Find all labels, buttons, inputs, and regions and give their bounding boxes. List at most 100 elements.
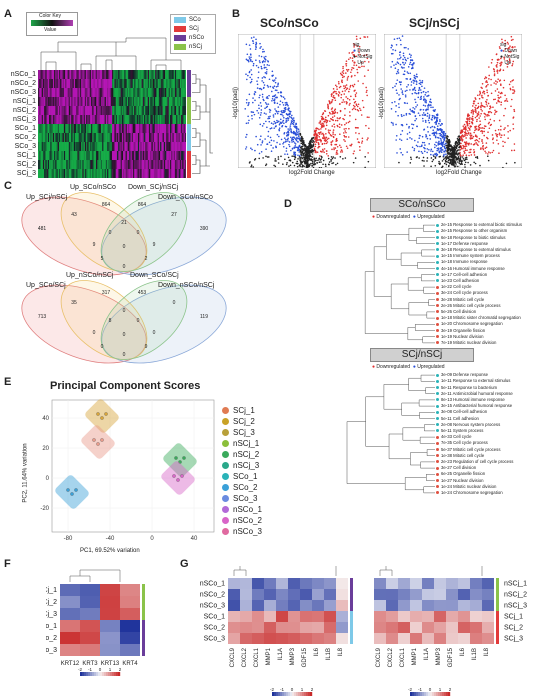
volcano-point	[500, 103, 502, 106]
heatmap-a-cell	[109, 70, 112, 80]
heatmap-a-cell	[155, 70, 157, 80]
heatmap-a-cell	[49, 133, 51, 143]
heatmap-a-cell	[129, 106, 131, 116]
heatmap-a-cell	[105, 124, 108, 134]
heatmap-a-cell	[182, 142, 184, 152]
volcano-point	[489, 106, 492, 109]
heatmap-a-cell	[91, 142, 93, 152]
volcano-point	[322, 150, 324, 152]
heatmap-a-cell	[120, 169, 123, 178]
scale-bar-segment	[294, 692, 297, 696]
volcano-point	[332, 94, 335, 97]
volcano-point	[445, 136, 448, 139]
volcano-point	[487, 83, 489, 86]
heatmap-a-cell	[38, 79, 40, 89]
heatmap-a-cell	[139, 97, 141, 107]
volcano-point	[348, 99, 351, 101]
pca-legend-item: SCo_2	[222, 483, 257, 492]
heatmap-col-label: MMP3	[290, 647, 296, 665]
volcano-point	[351, 60, 354, 62]
volcano-point	[483, 92, 486, 95]
volcano-1-legend-notsig: NotSig	[357, 54, 373, 60]
volcano-point	[481, 87, 483, 89]
volcano-point	[289, 164, 292, 167]
volcano-point	[318, 167, 321, 168]
volcano-point	[423, 128, 426, 131]
volcano-point	[264, 164, 267, 167]
volcano-point	[250, 80, 253, 83]
heatmap-a-cell	[167, 133, 170, 143]
heatmap-a-cell	[46, 133, 49, 143]
volcano-point	[264, 76, 266, 79]
volcano-point	[351, 52, 353, 54]
volcano-point	[249, 59, 252, 61]
volcano-point	[309, 142, 312, 145]
heatmap-a-cell	[182, 169, 184, 178]
volcano-point	[291, 114, 293, 117]
volcano-point	[270, 150, 273, 153]
volcano-point	[439, 119, 441, 121]
volcano-point	[512, 117, 515, 119]
volcano-point	[330, 95, 333, 97]
go-dendrogram-branch	[408, 302, 429, 316]
volcano-point	[425, 109, 427, 112]
volcano-point	[366, 116, 369, 118]
volcano-point	[278, 135, 280, 138]
volcano-point	[346, 97, 349, 100]
heatmap-a-cell	[167, 106, 170, 116]
heatmap-a-cell	[145, 97, 147, 107]
heatmap-a-cell	[132, 151, 135, 161]
volcano-point	[509, 45, 511, 47]
pca-point	[70, 492, 74, 496]
volcano-point	[406, 86, 408, 88]
pca-xtick: -40	[106, 536, 115, 542]
heatmap-a-cell	[62, 133, 65, 143]
go-term-label: 1e-19 Nuclear division	[441, 333, 484, 339]
heatmap-a-cell	[158, 133, 161, 143]
volcano-point	[497, 94, 499, 97]
heatmap-row-label: nSCo_1	[46, 623, 57, 630]
heatmap-a-cell	[153, 70, 156, 80]
heatmap-a-cell	[166, 151, 168, 161]
volcano-point	[311, 149, 314, 152]
heatmap-a-cell	[160, 70, 162, 80]
heatmap-a-cell	[60, 106, 62, 116]
heatmap-a-cell	[177, 88, 179, 98]
volcano-point	[422, 108, 425, 111]
volcano-point	[444, 161, 447, 163]
volcano-point	[390, 108, 393, 110]
heatmap-cell	[252, 611, 264, 622]
heatmap-a-cell	[146, 169, 149, 178]
go-term: 1e-11 Response to external stimulus	[436, 378, 510, 384]
volcano-point	[301, 141, 304, 144]
volcano-point	[363, 75, 366, 77]
volcano-point	[331, 125, 334, 127]
volcano-point	[322, 135, 325, 137]
heatmap-a-cell	[81, 115, 83, 125]
heatmap-row-label: nSCj_1	[46, 587, 57, 594]
volcano-point	[504, 48, 507, 50]
heatmap-a-cell	[140, 124, 142, 134]
volcano-point	[317, 142, 320, 145]
volcano-point	[436, 147, 439, 150]
volcano-point	[323, 120, 326, 123]
volcano-point	[292, 121, 295, 124]
heatmap-a-cell	[167, 169, 170, 178]
volcano-point	[507, 125, 509, 127]
volcano-point	[409, 113, 411, 115]
volcano-point	[485, 103, 488, 105]
heatmap-a-cell	[103, 97, 105, 107]
volcano-point	[395, 72, 398, 75]
heatmap-a-cell	[136, 88, 139, 98]
volcano-point	[318, 122, 321, 124]
heatmap-a-cell	[112, 88, 114, 98]
volcano-point	[448, 156, 450, 158]
heatmap-a-cell	[104, 169, 107, 178]
volcano-point	[474, 162, 477, 165]
volcano-point	[502, 145, 504, 147]
heatmap-a-cell	[124, 169, 126, 178]
volcano-point	[356, 109, 359, 111]
heatmap-a-cell	[179, 160, 182, 170]
heatmap-a-cell	[147, 133, 150, 143]
heatmap-a-cell	[67, 115, 70, 125]
